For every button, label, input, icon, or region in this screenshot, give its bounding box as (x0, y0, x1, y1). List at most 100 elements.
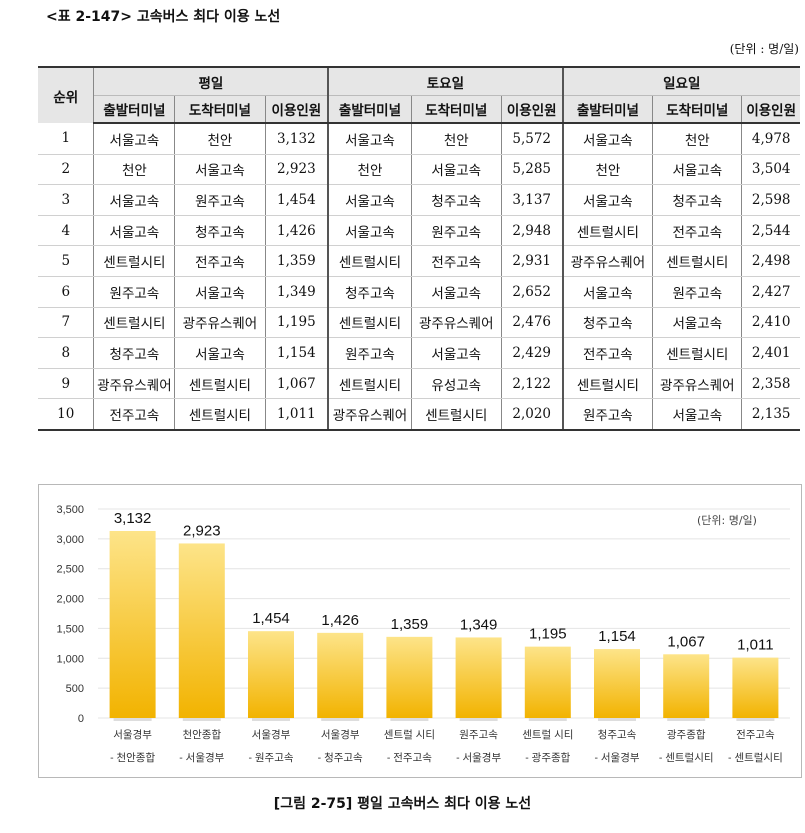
departure-cell: 광주유스퀘어 (561, 245, 653, 277)
rank-cell: 5 (38, 245, 94, 277)
group-header-saturday: 토요일 (327, 66, 563, 96)
departure-cell: 서울고속 (327, 215, 412, 247)
passenger-count-cell: 1,349 (264, 276, 329, 308)
arrival-cell: 광주유스퀘어 (410, 307, 502, 339)
passenger-count-cell: 2,476 (500, 307, 563, 339)
departure-cell: 서울고속 (561, 276, 653, 308)
chart-unit-label: (단위: 명/일) (697, 514, 757, 527)
arrival-cell: 천안 (174, 123, 266, 155)
arrival-cell: 서울고속 (652, 154, 742, 186)
passenger-count-cell: 2,931 (500, 245, 563, 277)
sub-header: 출발터미널 (93, 95, 175, 124)
table-row: 10 전주고속 센트럴시티 1,011 광주유스퀘어 센트럴시티 2,020 원주고속 서울고속… (38, 398, 800, 431)
departure-cell: 서울고속 (93, 215, 175, 247)
passenger-count-cell: 1,195 (264, 307, 329, 339)
departure-cell: 서울고속 (327, 184, 412, 216)
arrival-cell: 센트럴시티 (652, 245, 742, 277)
arrival-cell: 전주고속 (652, 215, 742, 247)
sub-header: 도착터미널 (410, 95, 502, 124)
passenger-count-cell: 2,948 (500, 215, 563, 247)
chart-frame (38, 484, 802, 778)
passenger-count-cell: 2,598 (741, 184, 800, 216)
departure-cell: 광주유스퀘어 (93, 368, 175, 400)
unit-note: (단위 : 명/일) (729, 42, 799, 56)
departure-cell: 서울고속 (93, 184, 175, 216)
rank-cell: 1 (38, 123, 94, 155)
departure-cell: 천안 (561, 154, 653, 186)
sub-header: 이용인원 (741, 95, 800, 124)
departure-cell: 센트럴시티 (327, 245, 412, 277)
departure-cell: 원주고속 (561, 398, 653, 431)
passenger-count-cell: 3,504 (741, 154, 800, 186)
departure-cell: 센트럴시티 (327, 307, 412, 339)
table-title: <표 2-147> 고속버스 최다 이용 노선 (46, 9, 281, 25)
passenger-count-cell: 1,359 (264, 245, 329, 277)
sub-header: 출발터미널 (561, 95, 653, 124)
table-row: 8 청주고속 서울고속 1,154 원주고속 서울고속 2,429 전주고속 센트럴시티 2,40… (38, 337, 800, 369)
passenger-count-cell: 2,358 (741, 368, 800, 400)
arrival-cell: 서울고속 (174, 337, 266, 369)
rank-cell: 2 (38, 154, 94, 186)
departure-cell: 센트럴시티 (561, 368, 653, 400)
departure-cell: 청주고속 (327, 276, 412, 308)
group-header-sunday: 일요일 (561, 66, 800, 96)
passenger-count-cell: 2,427 (741, 276, 800, 308)
arrival-cell: 서울고속 (410, 337, 502, 369)
passenger-count-cell: 2,401 (741, 337, 800, 369)
departure-cell: 서울고속 (561, 123, 653, 155)
passenger-count-cell: 1,011 (264, 398, 329, 431)
table-row: 4 서울고속 청주고속 1,426 서울고속 원주고속 2,948 센트럴시티 전주고속 2,54… (38, 215, 800, 247)
passenger-count-cell: 2,135 (741, 398, 800, 431)
arrival-cell: 전주고속 (410, 245, 502, 277)
departure-cell: 광주유스퀘어 (327, 398, 412, 431)
arrival-cell: 원주고속 (652, 276, 742, 308)
table-row: 7 센트럴시티 광주유스퀘어 1,195 센트럴시티 광주유스퀘어 2,476 청주고속 서울고… (38, 307, 800, 339)
passenger-count-cell: 1,154 (264, 337, 329, 369)
rank-cell: 3 (38, 184, 94, 216)
arrival-cell: 서울고속 (652, 307, 742, 339)
departure-cell: 센트럴시티 (93, 245, 175, 277)
arrival-cell: 천안 (410, 123, 502, 155)
rank-cell: 8 (38, 337, 94, 369)
departure-cell: 청주고속 (561, 307, 653, 339)
arrival-cell: 서울고속 (174, 154, 266, 186)
arrival-cell: 천안 (652, 123, 742, 155)
rank-header: 순위 (38, 66, 94, 123)
passenger-count-cell: 1,426 (264, 215, 329, 247)
arrival-cell: 원주고속 (174, 184, 266, 216)
rank-cell: 4 (38, 215, 94, 247)
sub-header: 도착터미널 (652, 95, 742, 124)
passenger-count-cell: 3,132 (264, 123, 329, 155)
arrival-cell: 전주고속 (174, 245, 266, 277)
arrival-cell: 유성고속 (410, 368, 502, 400)
departure-cell: 서울고속 (327, 123, 412, 155)
arrival-cell: 원주고속 (410, 215, 502, 247)
arrival-cell: 청주고속 (174, 215, 266, 247)
figure-caption: [그림 2-75] 평일 고속버스 최다 이용 노선 (273, 796, 532, 812)
table-row: 3 서울고속 원주고속 1,454 서울고속 청주고속 3,137 서울고속 청주고속 2,598 (38, 184, 800, 216)
departure-cell: 천안 (93, 154, 175, 186)
table-row: 2 천안 서울고속 2,923 천안 서울고속 5,285 천안 서울고속 3,504 (38, 154, 800, 186)
sub-header: 이용인원 (264, 95, 329, 124)
departure-cell: 천안 (327, 154, 412, 186)
passenger-count-cell: 2,429 (500, 337, 563, 369)
table-row: 9 광주유스퀘어 센트럴시티 1,067 센트럴시티 유성고속 2,122 센트럴시티 광주유스… (38, 368, 800, 400)
sub-header: 이용인원 (500, 95, 563, 124)
arrival-cell: 서울고속 (410, 276, 502, 308)
passenger-count-cell: 1,067 (264, 368, 329, 400)
rank-cell: 6 (38, 276, 94, 308)
departure-cell: 서울고속 (561, 184, 653, 216)
table-row: 1 서울고속 천안 3,132 서울고속 천안 5,572 서울고속 천안 4,978 (38, 123, 800, 155)
passenger-count-cell: 2,122 (500, 368, 563, 400)
arrival-cell: 청주고속 (410, 184, 502, 216)
passenger-count-cell: 5,285 (500, 154, 563, 186)
passenger-count-cell: 2,923 (264, 154, 329, 186)
arrival-cell: 센트럴시티 (652, 337, 742, 369)
arrival-cell: 센트럴시티 (174, 368, 266, 400)
departure-cell: 원주고속 (93, 276, 175, 308)
departure-cell: 원주고속 (327, 337, 412, 369)
arrival-cell: 센트럴시티 (174, 398, 266, 431)
arrival-cell: 광주유스퀘어 (174, 307, 266, 339)
passenger-count-cell: 2,410 (741, 307, 800, 339)
